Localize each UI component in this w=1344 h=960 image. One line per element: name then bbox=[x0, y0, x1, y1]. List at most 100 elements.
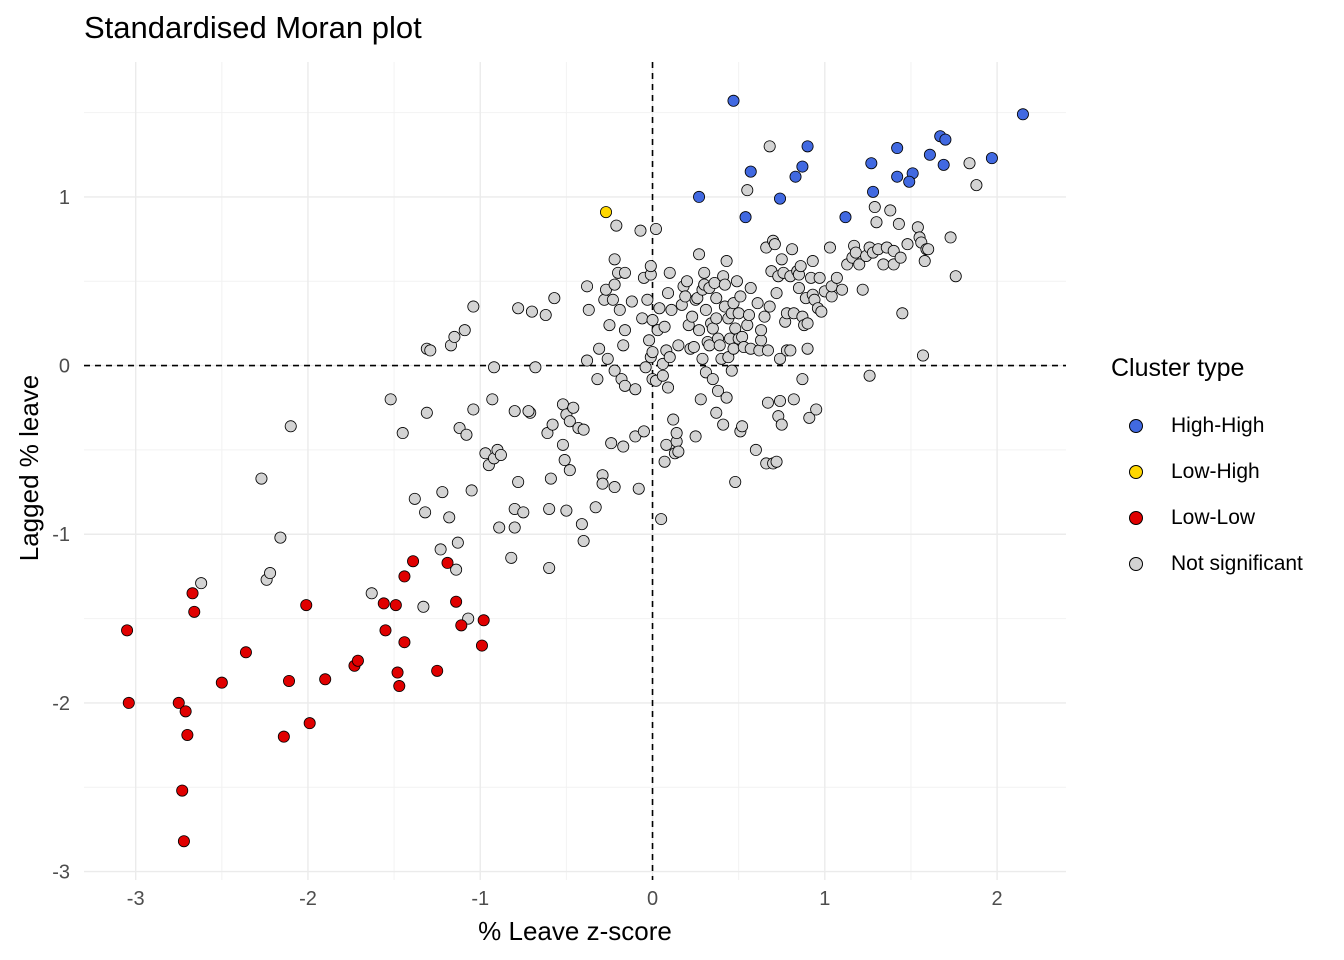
point-not-significant bbox=[720, 255, 733, 268]
point-not-significant bbox=[736, 330, 749, 343]
point-not-significant bbox=[679, 290, 692, 303]
point-not-significant bbox=[687, 341, 700, 354]
point-not-significant bbox=[949, 270, 962, 283]
point-low-low bbox=[176, 784, 189, 797]
point-not-significant bbox=[662, 381, 675, 394]
point-not-significant bbox=[694, 393, 707, 406]
point-not-significant bbox=[195, 577, 208, 590]
point-not-significant bbox=[434, 543, 447, 556]
point-not-significant bbox=[863, 369, 876, 382]
point-not-significant bbox=[672, 339, 685, 352]
point-not-significant bbox=[922, 243, 935, 256]
point-not-significant bbox=[761, 396, 774, 409]
point-not-significant bbox=[577, 534, 590, 547]
point-not-significant bbox=[617, 339, 630, 352]
point-low-low bbox=[377, 597, 390, 610]
point-not-significant bbox=[749, 443, 762, 456]
point-low-low bbox=[303, 717, 316, 730]
x-tick-label: -1 bbox=[471, 888, 489, 910]
point-high-high bbox=[693, 190, 706, 203]
point-not-significant bbox=[823, 241, 836, 254]
point-not-significant bbox=[786, 243, 799, 256]
point-not-significant bbox=[693, 248, 706, 261]
point-not-significant bbox=[761, 344, 774, 357]
point-not-significant bbox=[646, 346, 659, 359]
point-not-significant bbox=[813, 271, 826, 284]
point-not-significant bbox=[601, 352, 614, 365]
point-not-significant bbox=[617, 440, 630, 453]
point-low-low bbox=[441, 556, 454, 569]
point-not-significant bbox=[517, 506, 530, 519]
point-high-high bbox=[789, 170, 802, 183]
point-not-significant bbox=[608, 278, 621, 291]
point-not-significant bbox=[696, 352, 709, 365]
point-not-significant bbox=[751, 297, 764, 310]
point-not-significant bbox=[548, 292, 561, 305]
point-low-low bbox=[239, 646, 252, 659]
point-low-low bbox=[393, 680, 406, 693]
point-not-significant bbox=[658, 320, 671, 333]
point-not-significant bbox=[663, 351, 676, 364]
point-not-significant bbox=[665, 303, 678, 316]
point-not-significant bbox=[613, 303, 626, 316]
point-not-significant bbox=[634, 224, 647, 237]
point-low-low bbox=[122, 696, 135, 709]
point-not-significant bbox=[525, 305, 538, 318]
point-not-significant bbox=[868, 201, 881, 214]
point-not-significant bbox=[458, 324, 471, 337]
point-not-significant bbox=[706, 373, 719, 386]
point-not-significant bbox=[741, 319, 754, 332]
point-not-significant bbox=[603, 319, 616, 332]
point-not-significant bbox=[901, 238, 914, 251]
point-not-significant bbox=[717, 418, 730, 431]
point-not-significant bbox=[699, 303, 712, 316]
point-not-significant bbox=[629, 383, 642, 396]
point-not-significant bbox=[575, 518, 588, 531]
point-not-significant bbox=[591, 373, 604, 386]
point-not-significant bbox=[815, 305, 828, 318]
y-tick-label: 0 bbox=[59, 356, 70, 378]
point-not-significant bbox=[917, 349, 930, 362]
legend-key-low-low bbox=[1129, 511, 1143, 525]
point-not-significant bbox=[849, 246, 862, 259]
point-low-low bbox=[179, 705, 192, 718]
point-not-significant bbox=[698, 266, 711, 279]
point-not-significant bbox=[706, 322, 719, 335]
point-high-high bbox=[923, 148, 936, 161]
legend-item-high-high: High-High bbox=[1111, 403, 1303, 449]
point-not-significant bbox=[710, 292, 723, 305]
point-high-high bbox=[891, 170, 904, 183]
point-high-high bbox=[727, 94, 740, 107]
point-not-significant bbox=[892, 217, 905, 230]
point-low-low bbox=[319, 673, 332, 686]
point-not-significant bbox=[686, 310, 699, 323]
point-not-significant bbox=[488, 361, 501, 374]
point-not-significant bbox=[436, 486, 449, 499]
point-high-high bbox=[744, 165, 757, 178]
point-not-significant bbox=[396, 427, 409, 440]
point-not-significant bbox=[796, 373, 809, 386]
point-not-significant bbox=[544, 472, 557, 485]
point-not-significant bbox=[830, 271, 843, 284]
reference-lines bbox=[84, 62, 1066, 880]
point-not-significant bbox=[593, 342, 606, 355]
point-not-significant bbox=[667, 413, 680, 426]
point-not-significant bbox=[560, 504, 573, 517]
point-high-high bbox=[796, 160, 809, 173]
point-not-significant bbox=[884, 204, 897, 217]
point-not-significant bbox=[944, 231, 957, 244]
y-tick-label: -1 bbox=[52, 524, 70, 546]
point-not-significant bbox=[608, 481, 621, 494]
point-not-significant bbox=[577, 423, 590, 436]
point-not-significant bbox=[610, 219, 623, 232]
point-not-significant bbox=[775, 253, 788, 266]
point-low-low bbox=[181, 728, 194, 741]
point-low-high bbox=[600, 206, 613, 219]
y-axis-title: Lagged % leave bbox=[14, 375, 44, 561]
point-low-low bbox=[215, 676, 228, 689]
point-not-significant bbox=[713, 339, 726, 352]
point-not-significant bbox=[775, 418, 788, 431]
point-not-significant bbox=[710, 312, 723, 325]
point-not-significant bbox=[556, 438, 569, 451]
